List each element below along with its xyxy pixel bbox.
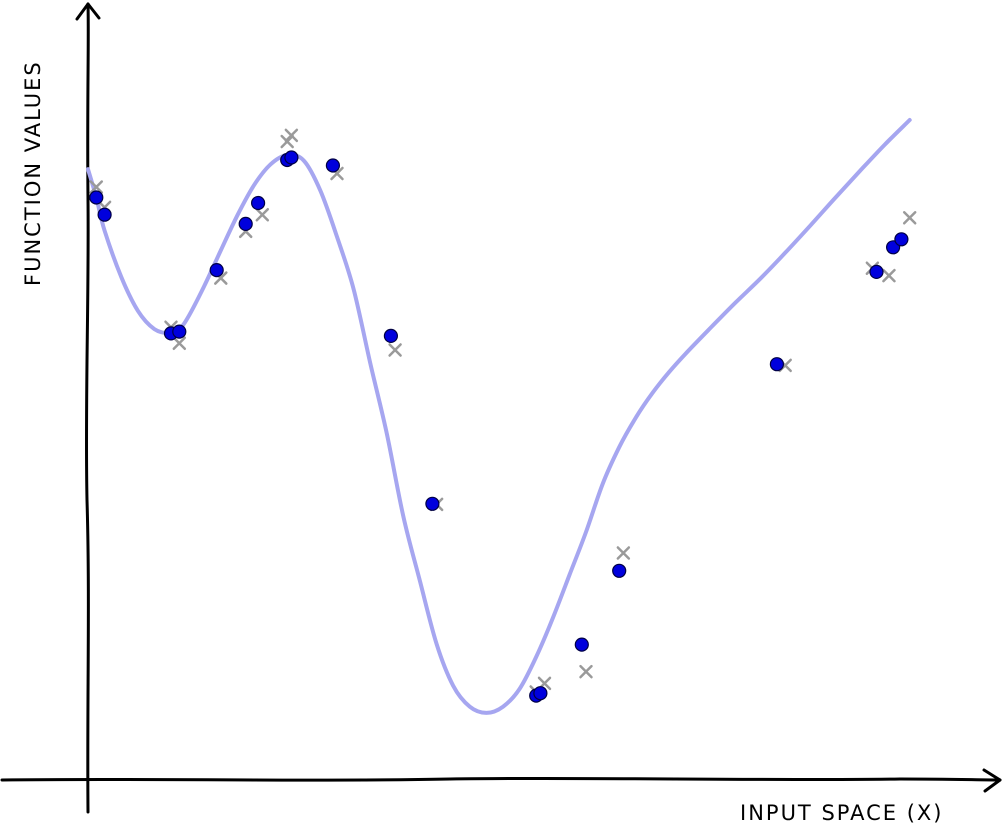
- data-point: [251, 195, 266, 211]
- sample-marker: [616, 546, 631, 560]
- data-point: [284, 150, 299, 165]
- sample-marker: [255, 207, 270, 222]
- sample-marker: [579, 664, 593, 679]
- axes: [0, 2, 1002, 814]
- data-point: [894, 232, 909, 247]
- function-curve: [86, 118, 912, 715]
- observed-points: [89, 150, 909, 703]
- sample-marker: [882, 268, 896, 283]
- data-point: [612, 563, 627, 578]
- sample-marker: [280, 134, 294, 149]
- data-point: [533, 686, 548, 701]
- sample-marker: [89, 180, 104, 194]
- data-point: [869, 264, 884, 279]
- y-axis-label: FUNCTION VALUES: [21, 60, 45, 286]
- sample-marker: [284, 128, 299, 143]
- x-axis-label: INPUT SPACE (X): [740, 801, 943, 825]
- noisy-samples: [89, 128, 917, 699]
- data-point: [172, 324, 187, 339]
- data-point: [769, 357, 785, 372]
- data-point: [574, 637, 589, 652]
- y-axis-arrow: [75, 2, 101, 21]
- sample-marker: [902, 211, 917, 225]
- data-point: [383, 328, 398, 343]
- data-point: [209, 263, 224, 278]
- x-axis-arrow: [982, 768, 1002, 793]
- data-point: [325, 158, 340, 173]
- data-point: [238, 216, 253, 231]
- data-point: [425, 496, 440, 511]
- x-axis-line: [0, 776, 1002, 782]
- sample-marker: [172, 336, 187, 350]
- data-point: [97, 207, 112, 222]
- data-point: [89, 190, 104, 205]
- y-axis-line: [84, 2, 90, 814]
- sample-marker: [388, 343, 402, 357]
- plot-area: [86, 118, 917, 715]
